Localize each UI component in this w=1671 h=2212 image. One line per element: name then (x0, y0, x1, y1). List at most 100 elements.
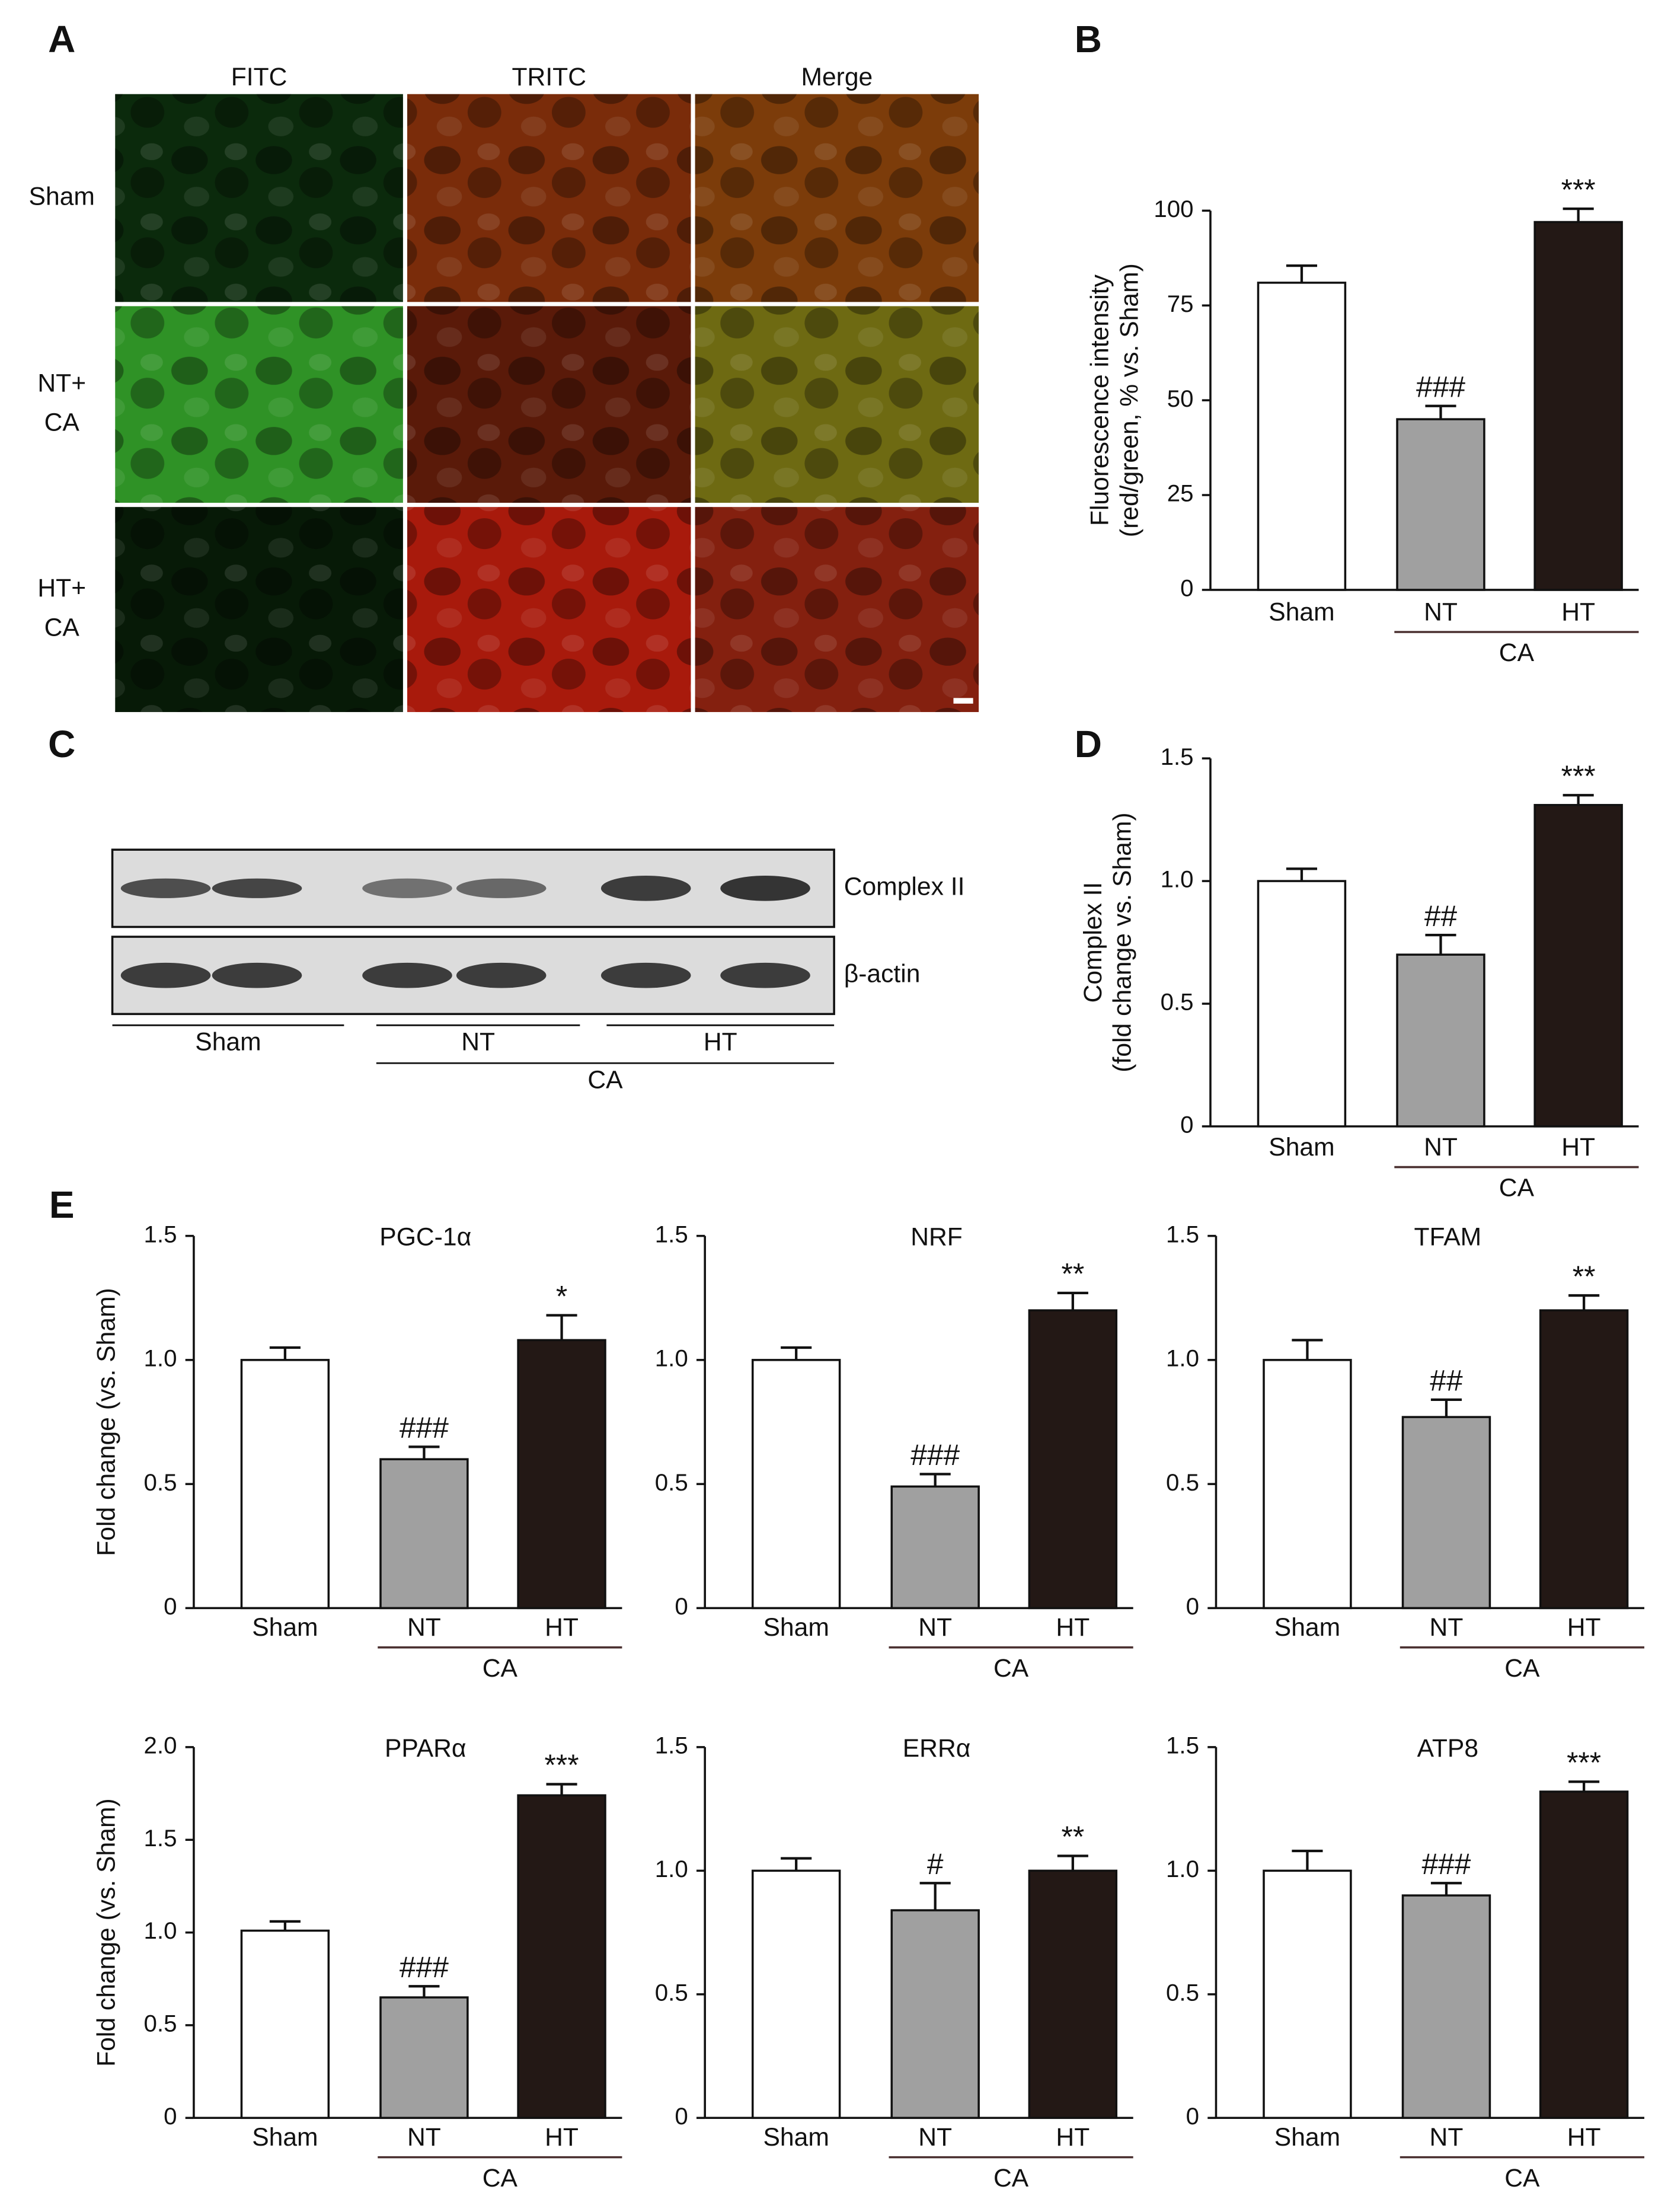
error-bar (781, 1857, 812, 1871)
y-axis-label: (fold change vs. Sham) (1108, 812, 1137, 1072)
row-label: CA (44, 408, 80, 437)
x-tick-label: Sham (1269, 598, 1334, 626)
x-tick-label: NT (407, 1613, 441, 1642)
x-tick-label: HT (1561, 1133, 1595, 1161)
significance-label: *** (1561, 173, 1596, 206)
significance-label: *** (545, 1748, 579, 1782)
y-tick-label: 0.5 (655, 1469, 688, 1496)
group-label: NT (461, 1027, 495, 1056)
column-header: Merge (801, 63, 873, 91)
significance-label: ** (1573, 1260, 1596, 1293)
significance-label: ### (910, 1438, 960, 1472)
row-label: NT+ (37, 369, 86, 397)
y-tick-label: 1.5 (655, 1221, 688, 1247)
panel-label: A (48, 18, 75, 60)
bar (1028, 1309, 1118, 1610)
bar (1263, 1869, 1352, 2120)
group-label: CA (483, 2164, 518, 2192)
error-bar (1425, 933, 1456, 955)
row-label: Sham (29, 182, 95, 210)
y-tick-label: 100 (1154, 196, 1193, 222)
error-bar (919, 1882, 951, 1911)
x-tick-label: NT (407, 2123, 441, 2152)
error-bar (1292, 1849, 1323, 1871)
y-tick-label: 0.5 (1166, 1979, 1199, 2006)
x-tick-label: HT (545, 1613, 579, 1642)
x-tick-label: NT (1424, 1133, 1458, 1161)
y-tick-label: 0 (1186, 2103, 1199, 2130)
error-bar (546, 1783, 577, 1796)
y-tick-label: 0.5 (655, 1979, 688, 2006)
band (456, 878, 547, 898)
panel-label: C (48, 723, 75, 765)
error-bar (1425, 404, 1456, 420)
y-tick-label: 1.0 (1161, 866, 1194, 893)
y-tick-label: 0 (1180, 1111, 1193, 1138)
bar (1533, 221, 1623, 591)
y-tick-label: 0 (675, 2103, 688, 2130)
group-label: CA (993, 1654, 1029, 1683)
y-tick-label: 0 (1180, 575, 1193, 602)
significance-label: ### (1421, 1847, 1471, 1881)
group-label: CA (587, 1065, 623, 1094)
significance-label: ### (400, 1411, 449, 1444)
bar (1396, 418, 1485, 591)
y-tick-label: 2.0 (144, 1732, 177, 1759)
micrograph-texture (407, 507, 691, 713)
micrograph-texture (695, 507, 979, 713)
y-tick-label: 1.5 (1161, 743, 1194, 770)
y-tick-label: 1.0 (655, 1345, 688, 1372)
error-bar (269, 1920, 301, 1931)
significance-label: ### (400, 1951, 449, 1984)
x-tick-label: Sham (1269, 1133, 1334, 1161)
error-bar (1286, 264, 1318, 283)
chart-title: ATP8 (1417, 1734, 1478, 1763)
x-tick-label: Sham (252, 1613, 318, 1642)
y-tick-label: 1.0 (1166, 1856, 1199, 1882)
column-header: FITC (231, 63, 287, 91)
bar (1263, 1359, 1352, 1610)
significance-label: # (927, 1847, 944, 1881)
x-tick-label: HT (1567, 2123, 1601, 2152)
error-bar (1430, 1398, 1462, 1418)
x-tick-label: Sham (1274, 1613, 1340, 1642)
error-bar (919, 1473, 951, 1487)
x-tick-label: HT (545, 2123, 579, 2152)
micrograph-texture (695, 94, 979, 302)
bar (517, 1794, 606, 2120)
y-axis-label: Complex II (1079, 882, 1107, 1003)
bar (1539, 1790, 1629, 2120)
band-label: Complex II (844, 873, 965, 901)
bar (1539, 1309, 1629, 1610)
row-label: CA (44, 614, 80, 642)
x-tick-label: Sham (1274, 2123, 1340, 2152)
x-tick-label: NT (1424, 598, 1458, 626)
bar (240, 1359, 330, 1610)
micrograph-texture (115, 507, 403, 713)
y-tick-label: 0 (164, 1593, 177, 1620)
y-tick-label: 1.0 (144, 1917, 177, 1944)
group-label: CA (1499, 1174, 1535, 1202)
chart-title: PPARα (385, 1734, 467, 1763)
chart-title: TFAM (1414, 1223, 1481, 1252)
significance-label: *** (1567, 1746, 1601, 1779)
chart-title: ERRα (903, 1734, 971, 1763)
error-bar (1286, 867, 1318, 882)
y-axis-label: Fold change (vs. Sham) (92, 1288, 121, 1556)
band (456, 962, 547, 988)
bar (240, 1929, 330, 2120)
error-bar (408, 1985, 440, 1998)
y-tick-label: 1.5 (1166, 1221, 1199, 1247)
x-tick-label: NT (1430, 2123, 1464, 2152)
bar (517, 1339, 606, 1610)
y-tick-label: 0 (675, 1593, 688, 1620)
significance-label: ### (1416, 370, 1465, 403)
bar (1028, 1869, 1118, 2120)
band (362, 962, 452, 988)
y-tick-label: 75 (1167, 291, 1194, 317)
row-label: HT+ (37, 574, 86, 602)
bar (1401, 1416, 1491, 1610)
chart-title: PGC-1α (379, 1223, 471, 1252)
group-label: CA (993, 2164, 1029, 2192)
